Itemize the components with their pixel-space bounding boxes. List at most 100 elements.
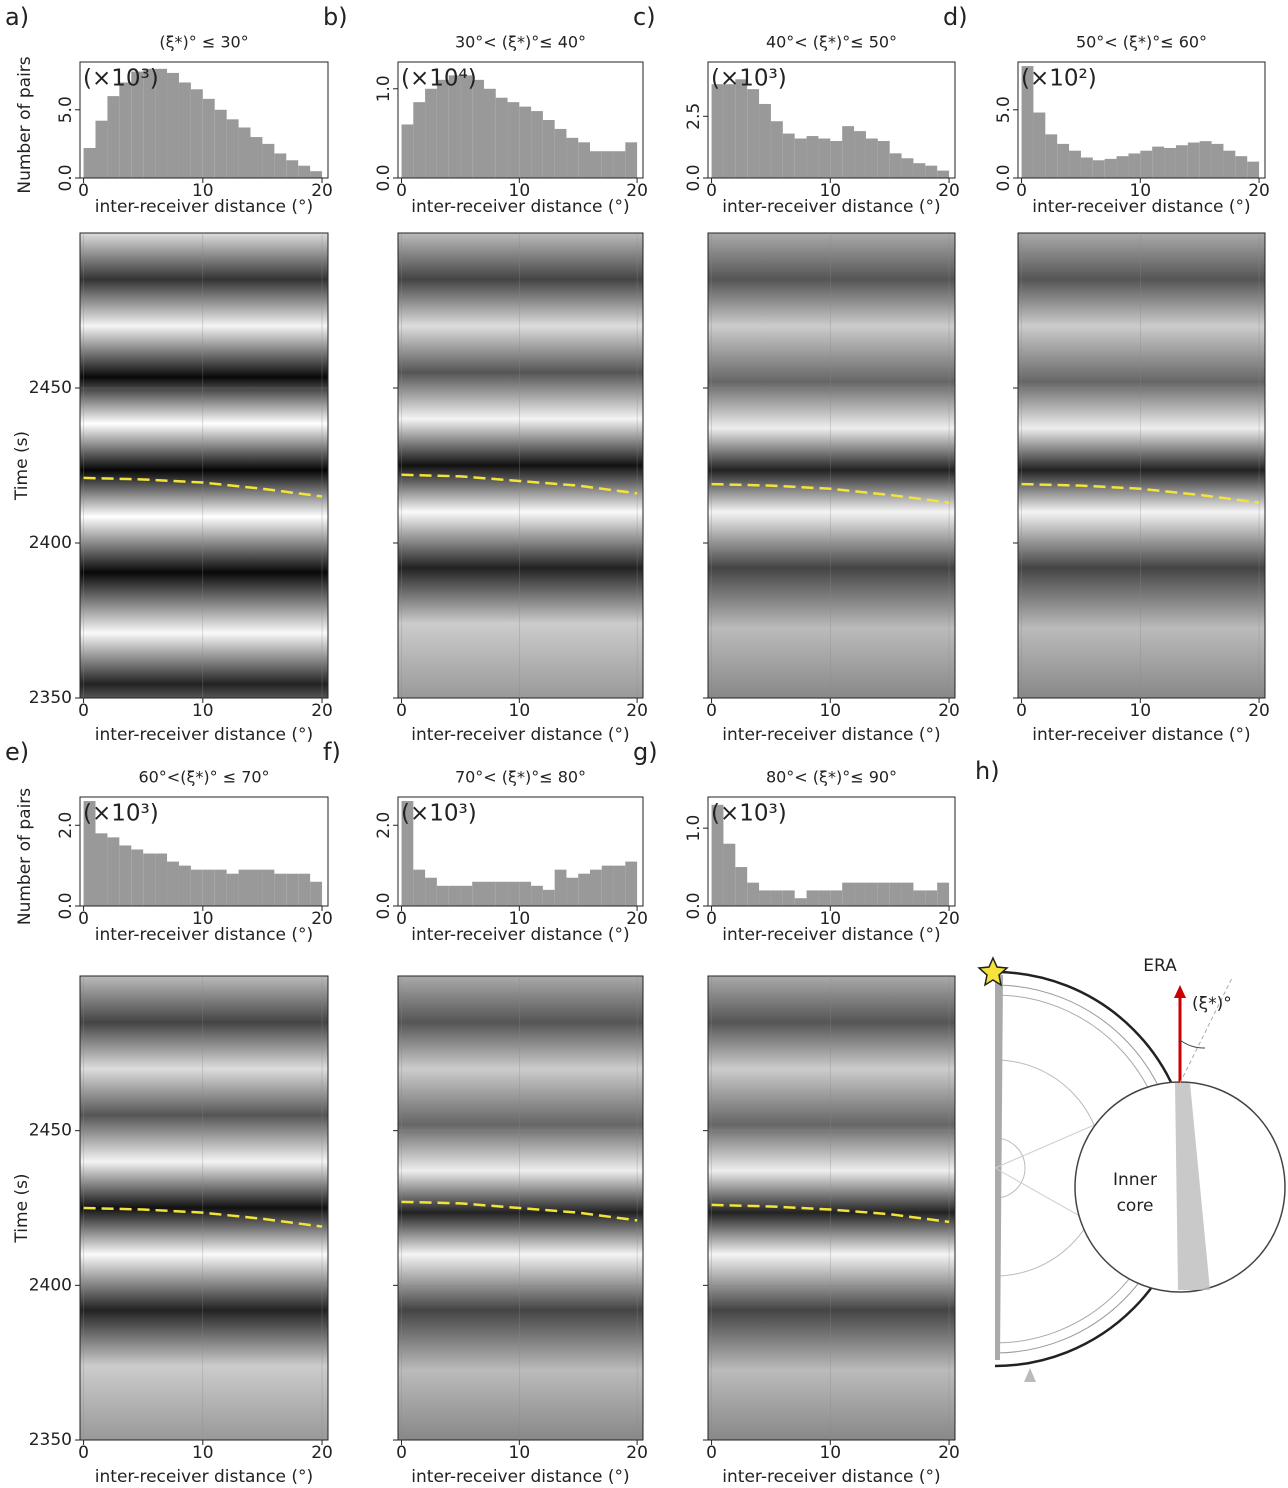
panel-label: c) xyxy=(633,3,656,31)
bar xyxy=(119,82,132,178)
bar xyxy=(806,890,819,906)
x-tick-label: 0 xyxy=(706,701,717,721)
y-tick-label: 2.5 xyxy=(684,103,704,130)
bar xyxy=(1247,161,1260,178)
bar xyxy=(83,147,96,178)
panel-title: 60°<(ξ*)° ≤ 70° xyxy=(138,768,269,787)
bar xyxy=(735,79,748,178)
panel-title: 40°< (ξ*)°≤ 50° xyxy=(766,33,897,52)
bar xyxy=(214,109,227,178)
bar xyxy=(274,873,287,906)
bar xyxy=(190,869,203,906)
ray-bundle xyxy=(995,975,1003,1360)
bar xyxy=(613,865,626,906)
bar xyxy=(531,885,543,906)
y-axis-label: Number of pairs xyxy=(15,788,35,925)
x-axis-label: inter-receiver distance (°) xyxy=(722,197,940,217)
x-tick-label: 0 xyxy=(1016,181,1027,201)
bar xyxy=(589,869,602,906)
bar xyxy=(901,882,914,906)
bar xyxy=(131,71,144,178)
bar xyxy=(759,890,771,906)
x-tick-label: 10 xyxy=(509,701,531,721)
bar xyxy=(425,877,437,906)
bar xyxy=(794,138,807,178)
x-tick-label: 20 xyxy=(1248,701,1270,721)
core-outline xyxy=(994,1137,1026,1199)
bar xyxy=(1140,150,1153,178)
x-axis-label: inter-receiver distance (°) xyxy=(411,1467,629,1487)
bar xyxy=(578,142,590,178)
bar xyxy=(274,153,287,178)
x-tick-label: 0 xyxy=(396,181,407,201)
source-star xyxy=(977,956,1009,987)
bar xyxy=(1092,160,1105,178)
x-tick-label: 0 xyxy=(706,909,717,929)
bar xyxy=(262,869,275,906)
bar xyxy=(1057,143,1070,178)
bar xyxy=(483,88,496,178)
bar xyxy=(286,160,299,178)
bar xyxy=(554,869,567,906)
x-tick-label: 10 xyxy=(192,1443,214,1463)
bar xyxy=(286,873,299,906)
bar xyxy=(913,890,926,906)
plot-frame xyxy=(1017,61,1266,179)
bar xyxy=(155,853,168,906)
x-tick-label: 0 xyxy=(78,1443,89,1463)
x-tick-label: 10 xyxy=(819,1443,841,1463)
panel-label: e) xyxy=(5,738,29,766)
bar xyxy=(190,89,203,178)
bar xyxy=(226,873,239,906)
bar xyxy=(1116,156,1129,178)
y-tick-label: 2350 xyxy=(29,1430,72,1450)
bar xyxy=(83,801,96,906)
x-tick-label: 20 xyxy=(311,181,333,201)
x-tick-label: 10 xyxy=(1129,181,1151,201)
x-tick-label: 10 xyxy=(509,1443,531,1463)
bar xyxy=(830,140,843,178)
bar xyxy=(531,111,543,178)
bar xyxy=(554,128,567,178)
bar xyxy=(298,873,311,906)
bar xyxy=(601,865,614,906)
bar xyxy=(770,121,783,178)
travel-time-curve xyxy=(711,1203,950,1224)
bar xyxy=(542,120,555,178)
bar xyxy=(436,885,449,906)
bar xyxy=(854,882,866,906)
x-axis-label: inter-receiver distance (°) xyxy=(95,925,313,945)
multiplier: (×10⁴) xyxy=(401,66,477,92)
bar xyxy=(250,137,263,178)
x-tick-label: 0 xyxy=(78,909,89,929)
era-label: ERA xyxy=(1143,956,1177,976)
y-tick-label: 2400 xyxy=(29,533,72,553)
bar xyxy=(913,163,926,178)
panel-title: 30°< (ξ*)°≤ 40° xyxy=(455,33,586,52)
bar xyxy=(865,882,878,906)
bar xyxy=(842,126,855,178)
bar xyxy=(298,165,311,178)
plot-frame xyxy=(397,61,644,179)
x-tick-label: 10 xyxy=(819,701,841,721)
panel-title: 80°< (ξ*)°≤ 90° xyxy=(766,768,897,787)
panel-title: 50°< (ξ*)°≤ 60° xyxy=(1076,33,1207,52)
bar xyxy=(747,882,760,906)
x-axis-label: inter-receiver distance (°) xyxy=(95,1467,313,1487)
panel-label: a) xyxy=(5,3,29,31)
bar xyxy=(877,882,890,906)
multiplier: (×10³) xyxy=(83,66,159,92)
x-tick-label: 20 xyxy=(938,701,960,721)
y-tick-label: 2450 xyxy=(29,378,72,398)
bar xyxy=(889,882,902,906)
bar xyxy=(143,853,156,906)
bar xyxy=(865,138,878,178)
panel-label: g) xyxy=(633,738,658,766)
bar xyxy=(854,131,866,178)
x-tick-label: 10 xyxy=(819,181,841,201)
x-tick-label: 20 xyxy=(311,701,333,721)
bar xyxy=(262,143,275,178)
bar xyxy=(625,861,638,906)
x-axis-label: inter-receiver distance (°) xyxy=(95,197,313,217)
